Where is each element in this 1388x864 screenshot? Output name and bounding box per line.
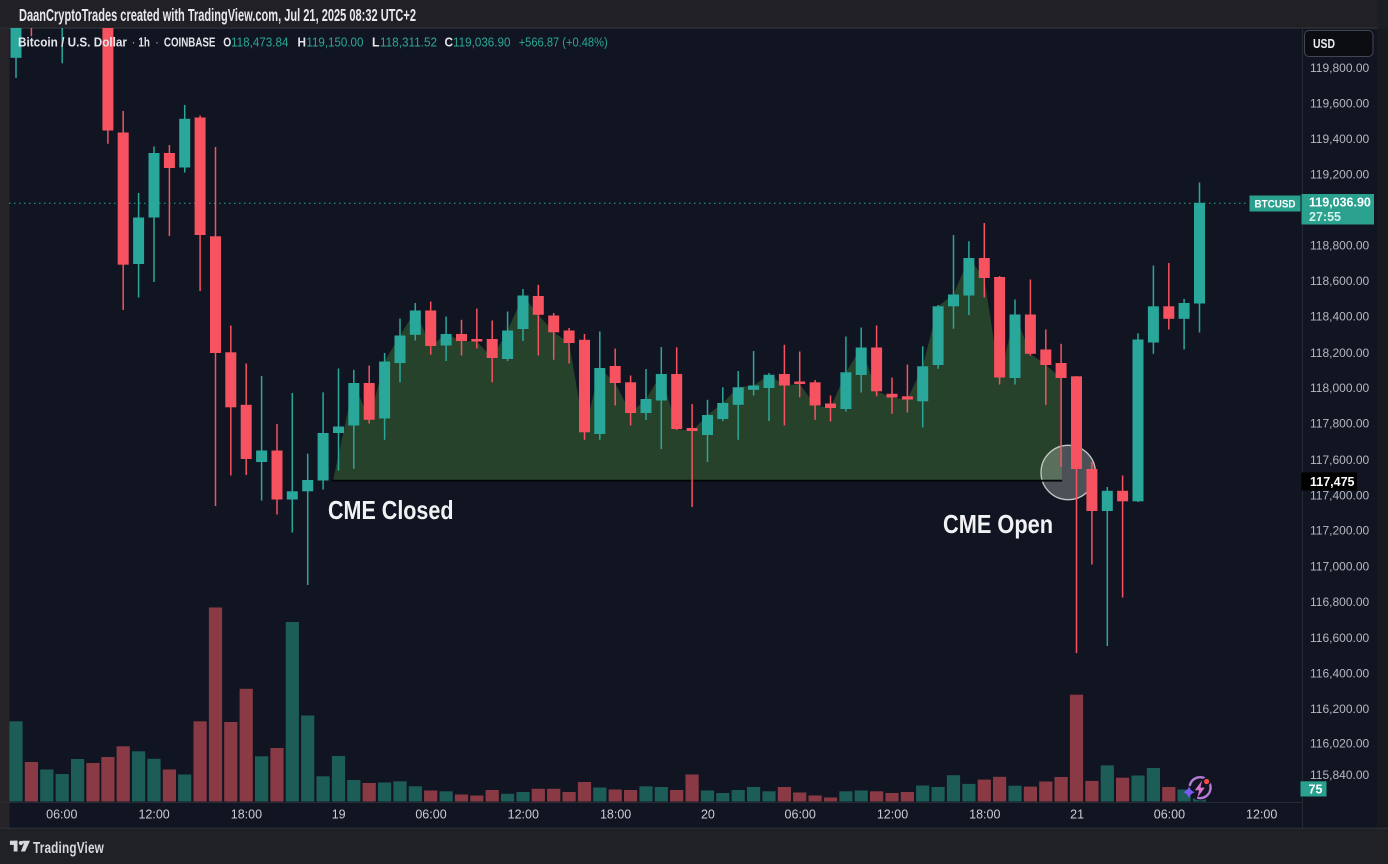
- svg-text:1h: 1h: [138, 35, 150, 50]
- svg-text:06:00: 06:00: [46, 808, 77, 822]
- svg-text:12:00: 12:00: [877, 808, 908, 822]
- svg-text:119,150.00: 119,150.00: [306, 35, 363, 50]
- svg-text:118,200.00: 118,200.00: [1310, 346, 1369, 360]
- svg-text:118,800.00: 118,800.00: [1310, 239, 1369, 253]
- svg-text:116,020.00: 116,020.00: [1310, 736, 1369, 750]
- svg-text:COINBASE: COINBASE: [164, 35, 216, 50]
- svg-text:12:00: 12:00: [138, 808, 169, 822]
- svg-text:118,600.00: 118,600.00: [1310, 274, 1369, 288]
- svg-text:18:00: 18:00: [600, 808, 631, 822]
- svg-text:CME Closed: CME Closed: [328, 495, 454, 525]
- svg-text:06:00: 06:00: [785, 808, 816, 822]
- svg-text:117,600.00: 117,600.00: [1310, 453, 1369, 467]
- svg-text:21: 21: [1070, 808, 1084, 822]
- svg-text:116,200.00: 116,200.00: [1310, 702, 1369, 716]
- svg-text:117,400.00: 117,400.00: [1310, 488, 1369, 502]
- svg-text:119,800.00: 119,800.00: [1310, 61, 1369, 75]
- svg-text:18:00: 18:00: [969, 808, 1000, 822]
- svg-text:CME Open: CME Open: [943, 509, 1053, 539]
- svg-text:H: H: [298, 35, 307, 50]
- svg-text:117,200.00: 117,200.00: [1310, 524, 1369, 538]
- svg-text:12:00: 12:00: [508, 808, 539, 822]
- svg-text:BTCUSD: BTCUSD: [1255, 199, 1296, 211]
- svg-text:18:00: 18:00: [231, 808, 262, 822]
- svg-text:117,800.00: 117,800.00: [1310, 417, 1369, 431]
- svg-text:115,840.00: 115,840.00: [1310, 768, 1369, 782]
- svg-text:119,400.00: 119,400.00: [1310, 132, 1369, 146]
- svg-text:O: O: [223, 35, 231, 50]
- svg-text:Bitcoin / U.S. Dollar: Bitcoin / U.S. Dollar: [18, 35, 127, 50]
- svg-text:12:00: 12:00: [1246, 808, 1277, 822]
- svg-text:06:00: 06:00: [415, 808, 446, 822]
- svg-text:·: ·: [155, 35, 159, 50]
- svg-text:TradingView: TradingView: [33, 840, 105, 857]
- svg-text:C: C: [445, 35, 454, 50]
- svg-text:119,200.00: 119,200.00: [1310, 168, 1369, 182]
- svg-text:119,036.90: 119,036.90: [1309, 196, 1371, 210]
- svg-text:06:00: 06:00: [1154, 808, 1185, 822]
- svg-text:119,036.90: 119,036.90: [453, 35, 511, 50]
- svg-text:117,475: 117,475: [1310, 475, 1355, 489]
- svg-text:116,800.00: 116,800.00: [1310, 595, 1369, 609]
- svg-text:75: 75: [1309, 782, 1323, 796]
- svg-text:119,600.00: 119,600.00: [1310, 96, 1369, 110]
- svg-text:·: ·: [132, 35, 136, 50]
- svg-text:DaanCryptoTrades created with: DaanCryptoTrades created with TradingVie…: [19, 5, 416, 25]
- svg-text:27:55: 27:55: [1309, 210, 1341, 224]
- svg-text:19: 19: [332, 808, 346, 822]
- svg-text:118,000.00: 118,000.00: [1310, 381, 1369, 395]
- svg-text:L: L: [372, 35, 380, 50]
- svg-text:117,000.00: 117,000.00: [1310, 560, 1369, 574]
- svg-text:118,400.00: 118,400.00: [1310, 310, 1369, 324]
- svg-text:118,473.84: 118,473.84: [231, 35, 289, 50]
- svg-text:+566.87 (+0.48%): +566.87 (+0.48%): [519, 35, 608, 50]
- svg-text:20: 20: [701, 808, 715, 822]
- svg-text:116,600.00: 116,600.00: [1310, 631, 1369, 645]
- svg-text:116,400.00: 116,400.00: [1310, 666, 1369, 680]
- svg-text:118,311.52: 118,311.52: [380, 35, 437, 50]
- svg-text:USD: USD: [1313, 36, 1335, 51]
